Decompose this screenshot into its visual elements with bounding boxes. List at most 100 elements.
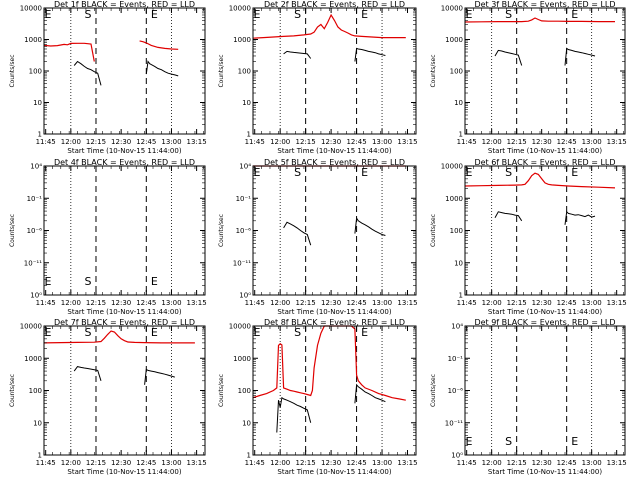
plot-title: Det 8f BLACK = Events, RED = LLD — [264, 318, 405, 327]
y-axis-label: Counts/sec — [218, 374, 225, 407]
phase-marker-e: E — [45, 8, 52, 21]
x-tick-label: 12:15 — [296, 138, 316, 146]
x-tick-label: 12:30 — [111, 299, 131, 307]
x-tick-label: 13:15 — [607, 299, 627, 307]
y-tick-label: 10000 — [20, 5, 42, 13]
y-tick-label: 100 — [450, 68, 463, 76]
x-tick-label: 13:15 — [187, 459, 207, 467]
events-series-line — [73, 366, 102, 381]
events-series-line — [494, 49, 523, 66]
y-tick-label: 1 — [459, 131, 463, 139]
y-tick-label: 1 — [38, 452, 42, 460]
x-tick-label: 12:15 — [86, 138, 106, 146]
phase-marker-e: E — [254, 326, 261, 339]
events-series-line — [354, 383, 386, 404]
x-tick-label: 12:00 — [61, 459, 81, 467]
plot-title: Det 5f BLACK = Events, RED = LLD — [264, 158, 405, 167]
x-tick-label: 13:15 — [607, 459, 627, 467]
phase-marker-e: E — [151, 326, 158, 339]
y-tick-label: 10 — [33, 99, 42, 107]
y-tick-label: 1000 — [445, 36, 463, 44]
lld-series-line — [252, 13, 406, 39]
x-tick-label: 12:00 — [61, 299, 81, 307]
x-tick-label: 12:00 — [482, 459, 502, 467]
plot-title: Det 1f BLACK = Events, RED = LLD — [54, 0, 195, 9]
x-tick-label: 12:30 — [321, 138, 341, 146]
plot-frame — [252, 165, 417, 296]
y-tick-label: 10000 — [441, 5, 463, 13]
y-tick-label: 10 — [242, 99, 251, 107]
events-series-line — [283, 221, 312, 246]
x-tick-label: 11:45 — [457, 459, 477, 467]
x-tick-label: 12:45 — [136, 299, 156, 307]
plot-title: Det 3f BLACK = Events, RED = LLD — [474, 0, 615, 9]
x-tick-label: 11:45 — [245, 138, 265, 146]
events-series-line — [354, 216, 386, 236]
phase-marker-s: S — [294, 326, 301, 339]
y-tick-label: 10 — [242, 419, 251, 427]
y-tick-label: 10000 — [229, 323, 251, 331]
events-series-line — [564, 47, 596, 66]
plot-frame — [464, 325, 626, 456]
plot-title: Det 2f BLACK = Events, RED = LLD — [264, 0, 405, 9]
phase-marker-e: E — [361, 326, 368, 339]
y-tick-label: 1000 — [233, 36, 251, 44]
y-tick-label: 10 — [33, 419, 42, 427]
x-axis-label: Start Time (10-Nov-15 11:44:00) — [488, 308, 602, 316]
y-axis-label: Counts/sec — [218, 54, 225, 87]
x-tick-label: 12:15 — [507, 138, 527, 146]
x-axis-label: Start Time (10-Nov-15 11:44:00) — [67, 308, 181, 316]
x-tick-label: 12:30 — [532, 138, 552, 146]
x-tick-label: 12:00 — [61, 138, 81, 146]
x-tick-label: 12:30 — [321, 299, 341, 307]
phase-marker-s: S — [294, 8, 301, 21]
x-tick-label: 13:00 — [372, 138, 392, 146]
x-tick-label: 12:30 — [111, 138, 131, 146]
x-tick-label: 11:45 — [245, 299, 265, 307]
phase-marker-s: S — [294, 166, 301, 179]
x-tick-label: 11:45 — [36, 138, 56, 146]
x-tick-label: 12:30 — [532, 459, 552, 467]
y-tick-label: 1000 — [24, 355, 42, 363]
x-tick-label: 12:45 — [136, 459, 156, 467]
x-tick-label: 11:45 — [36, 299, 56, 307]
x-tick-label: 13:00 — [161, 138, 181, 146]
y-tick-label: 1 — [247, 452, 251, 460]
x-axis-label: Start Time (10-Nov-15 11:44:00) — [277, 308, 391, 316]
x-tick-label: 12:15 — [507, 299, 527, 307]
lld-series-line — [139, 40, 179, 50]
phase-marker-e: E — [361, 166, 368, 179]
x-tick-label: 12:15 — [296, 299, 316, 307]
x-tick-label: 12:15 — [86, 299, 106, 307]
x-tick-label: 13:15 — [397, 299, 417, 307]
phase-marker-e: E — [45, 275, 52, 288]
events-series-line — [145, 60, 179, 77]
plot-title: Det 4f BLACK = Events, RED = LLD — [54, 158, 195, 167]
y-tick-label: 1000 — [233, 355, 251, 363]
x-axis-label: Start Time (10-Nov-15 11:44:00) — [277, 147, 391, 155]
phase-marker-e: E — [571, 435, 578, 448]
lld-series-line — [464, 172, 616, 189]
y-tick-label: 1 — [247, 131, 251, 139]
phase-marker-e: E — [151, 275, 158, 288]
x-tick-label: 13:15 — [397, 138, 417, 146]
y-axis-label: Counts/sec — [9, 54, 16, 87]
y-axis-label: Counts/sec — [430, 214, 437, 247]
x-axis-label: Start Time (10-Nov-15 11:44:00) — [277, 468, 391, 476]
x-tick-label: 11:45 — [457, 299, 477, 307]
plot-title: Det 6f BLACK = Events, RED = LLD — [474, 158, 615, 167]
y-tick-label: 10⁴ — [451, 323, 463, 331]
phase-marker-e: E — [45, 326, 52, 339]
y-tick-label: 10 — [454, 99, 463, 107]
x-tick-label: 12:00 — [270, 138, 290, 146]
phase-marker-s: S — [505, 166, 512, 179]
y-tick-label: 100 — [450, 227, 463, 235]
x-tick-label: 13:15 — [187, 138, 207, 146]
x-tick-label: 12:00 — [482, 138, 502, 146]
y-tick-label: 10000 — [20, 323, 42, 331]
phase-marker-e: E — [571, 8, 578, 21]
events-series-line — [276, 396, 312, 433]
x-tick-label: 13:15 — [397, 459, 417, 467]
